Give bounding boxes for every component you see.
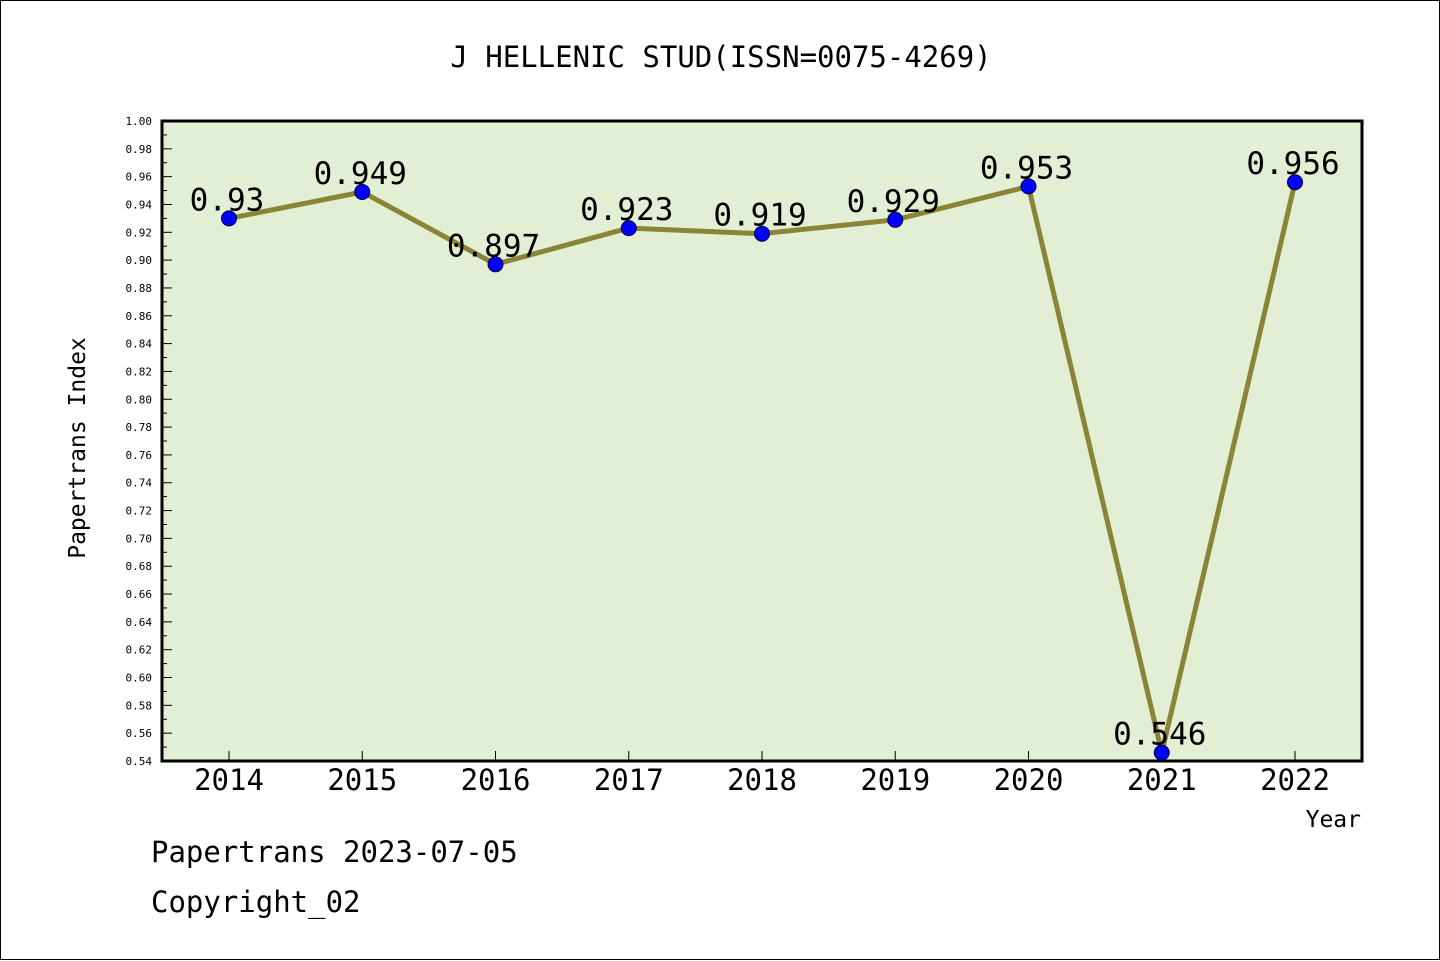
x-tick-label: 2022 xyxy=(1260,763,1330,797)
chart-title: J HELLENIC STUD(ISSN=0075-4269) xyxy=(450,40,991,74)
series-layer: 0.93 0.949 0.897 0.923 0.919 0.929 0.953 0.546 0… xyxy=(190,146,1340,761)
y-tick-label: 0.54 xyxy=(126,755,153,768)
data-label: 0.956 xyxy=(1246,146,1339,182)
y-tick-label: 0.70 xyxy=(126,532,153,545)
y-tick-label: 0.56 xyxy=(126,727,153,740)
x-axis-label: Year xyxy=(1306,807,1361,833)
y-axis-label: Papertrans Index xyxy=(65,337,91,559)
y-tick-label: 0.82 xyxy=(126,365,153,378)
footer-date-text: Papertrans 2023-07-05 xyxy=(151,835,518,869)
data-point xyxy=(754,225,770,242)
x-tick-label: 2021 xyxy=(1127,763,1197,797)
data-label: 0.949 xyxy=(314,156,407,192)
y-tick-label: 0.74 xyxy=(126,477,153,490)
y-tick-label: 0.68 xyxy=(126,560,153,573)
y-tick-label: 0.92 xyxy=(126,226,153,239)
data-point xyxy=(1153,744,1170,761)
x-tick-label: 2020 xyxy=(994,763,1064,797)
data-point xyxy=(1287,174,1303,191)
y-tick-label: 0.64 xyxy=(126,616,153,629)
y-tick-label: 0.86 xyxy=(126,310,153,323)
x-tick-label: 2018 xyxy=(727,763,797,797)
data-point xyxy=(487,256,504,273)
x-tick-label: 2016 xyxy=(461,763,531,797)
y-tick-label: 0.84 xyxy=(126,338,153,351)
data-label: 0.919 xyxy=(713,198,806,234)
y-tick-label: 0.72 xyxy=(126,505,153,518)
x-axis: 2014 2015 2016 2017 2018 2019 2020 2021 2022 xyxy=(194,751,1330,797)
y-tick-label: 1.00 xyxy=(126,115,153,128)
data-label: 0.929 xyxy=(847,184,940,220)
data-label: 0.93 xyxy=(190,182,265,218)
y-tick-label: 0.90 xyxy=(126,254,153,267)
y-tick-label: 0.96 xyxy=(126,171,153,184)
data-point xyxy=(354,183,371,200)
x-tick-label: 2014 xyxy=(194,763,264,797)
y-tick-label: 0.88 xyxy=(126,282,153,295)
data-label: 0.546 xyxy=(1113,717,1206,753)
y-tick-label: 0.78 xyxy=(126,421,153,434)
y-tick-label: 0.66 xyxy=(126,588,153,601)
x-tick-label: 2015 xyxy=(327,763,397,797)
y-tick-label: 0.98 xyxy=(126,143,153,156)
data-label: 0.953 xyxy=(980,150,1073,186)
y-tick-label: 0.62 xyxy=(126,644,153,657)
data-point xyxy=(620,220,637,237)
data-label: 0.923 xyxy=(580,192,673,228)
y-tick-label: 0.58 xyxy=(126,699,153,712)
data-point xyxy=(1020,178,1037,195)
data-label: 0.897 xyxy=(447,228,540,264)
footer-copyright-text: Copyright_02 xyxy=(151,885,361,919)
y-axis: 0.54 0.56 0.58 0.60 0.62 0.64 0.66 0.68 0.70 0.72… xyxy=(126,115,172,768)
x-tick-label: 2017 xyxy=(594,763,664,797)
y-tick-label: 0.94 xyxy=(126,198,153,211)
y-tick-label: 0.76 xyxy=(126,449,153,462)
x-tick-label: 2019 xyxy=(860,763,930,797)
y-tick-label: 0.80 xyxy=(126,393,153,406)
data-point xyxy=(887,211,904,228)
data-point xyxy=(221,210,237,227)
y-tick-label: 0.60 xyxy=(126,672,153,685)
